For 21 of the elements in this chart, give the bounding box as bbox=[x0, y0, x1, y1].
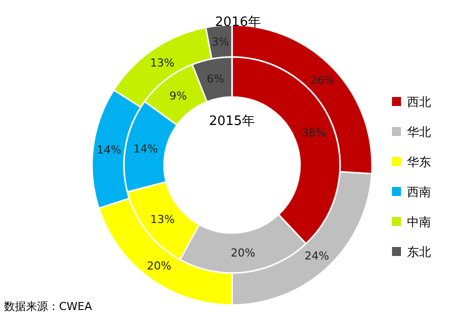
data-label: 14% bbox=[133, 142, 158, 156]
legend-label: 东北 bbox=[407, 245, 431, 259]
source-note: 数据来源：CWEA bbox=[4, 300, 93, 313]
data-label: 14% bbox=[96, 143, 122, 156]
legend-label: 西北 bbox=[407, 95, 431, 109]
legend-label: 中南 bbox=[407, 215, 431, 229]
legend-label: 华东 bbox=[407, 155, 431, 169]
legend-label: 西南 bbox=[407, 185, 431, 199]
data-label: 24% bbox=[304, 249, 330, 262]
legend-label: 华北 bbox=[407, 125, 431, 139]
data-label: 6% bbox=[206, 72, 224, 86]
data-label: 13% bbox=[150, 56, 175, 70]
data-label: 13% bbox=[150, 212, 175, 226]
data-label: 20% bbox=[230, 246, 256, 260]
slice-label: 2016年 bbox=[214, 15, 262, 30]
data-label: 20% bbox=[146, 259, 172, 272]
data-label: 3% bbox=[212, 36, 230, 49]
data-label: 9% bbox=[169, 89, 187, 102]
data-label: 26% bbox=[310, 74, 335, 88]
slice-label: 2015年 bbox=[208, 114, 256, 129]
data-label: 38% bbox=[302, 126, 326, 140]
